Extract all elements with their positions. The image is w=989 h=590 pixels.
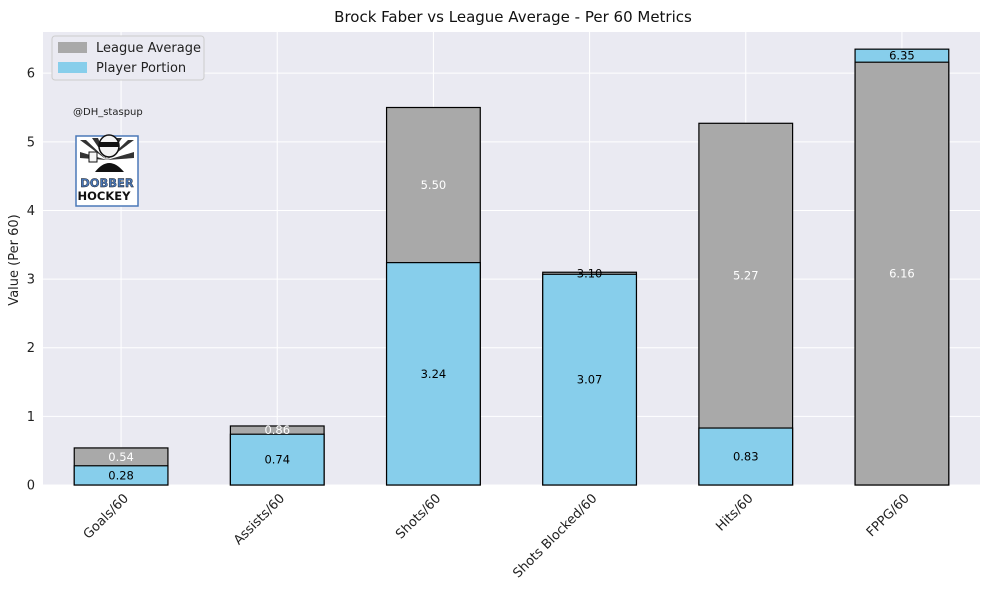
- svg-text:HOCKEY: HOCKEY: [78, 189, 132, 203]
- legend-swatch-player-portion: [58, 62, 87, 73]
- y-tick-label: 4: [27, 204, 35, 219]
- bar-player-portion: [73, 465, 169, 486]
- bar-league-average: [854, 61, 950, 486]
- legend-frame: [51, 35, 205, 81]
- plot-area: [43, 32, 980, 485]
- legend-label-league-average: League Average: [96, 41, 201, 56]
- bar-label-player-portion: 6.35: [889, 49, 915, 63]
- y-tick-label: 1: [27, 410, 35, 425]
- y-tick-label: 5: [27, 135, 35, 150]
- y-tick-label: 6: [27, 67, 35, 82]
- bar-value-labels: 0.54 0.28 0.86 0.74 5.50 3.24 3.10 3.07 5.27 0.83…: [108, 49, 914, 483]
- y-tick-label: 2: [27, 341, 35, 356]
- bar-label-league-average: 0.86: [264, 423, 290, 437]
- bar-label-player-portion: 0.28: [108, 468, 134, 482]
- watermark: @DH_staspup DOBBER HOCKEY: [73, 107, 143, 207]
- bar-player-portion: [385, 262, 481, 486]
- bar-label-player-portion: 0.83: [733, 450, 759, 464]
- legend-swatch-league-average: [58, 42, 87, 53]
- bars: [73, 48, 950, 486]
- bar-league-average: [698, 122, 794, 486]
- dobber-hockey-logo-icon: DOBBER HOCKEY: [75, 134, 139, 207]
- bar-label-player-portion: 0.74: [264, 453, 290, 467]
- legend: League Average Player Portion: [51, 35, 205, 81]
- bar-label-league-average: 6.16: [889, 267, 915, 281]
- bar-label-league-average: 5.27: [733, 269, 759, 283]
- y-axis-label: Value (Per 60): [7, 214, 22, 305]
- bar-player-portion: [542, 273, 638, 486]
- svg-text:DOBBER: DOBBER: [80, 176, 134, 190]
- bar-player-portion: [698, 427, 794, 486]
- bar-label-player-portion: 3.24: [421, 367, 447, 381]
- bar-label-league-average: 5.50: [421, 178, 447, 192]
- bar-player-portion: [229, 433, 325, 486]
- bar-label-league-average: 0.54: [108, 450, 134, 464]
- legend-label-player-portion: Player Portion: [96, 61, 186, 76]
- chart-title: Brock Faber vs League Average - Per 60 M…: [334, 8, 692, 26]
- bar-label-league-average: 3.10: [577, 266, 603, 280]
- bar-label-player-portion: 3.07: [577, 373, 603, 387]
- y-tick-label: 0: [27, 479, 35, 494]
- y-tick-label: 3: [27, 273, 35, 288]
- watermark-handle: @DH_staspup: [73, 107, 143, 118]
